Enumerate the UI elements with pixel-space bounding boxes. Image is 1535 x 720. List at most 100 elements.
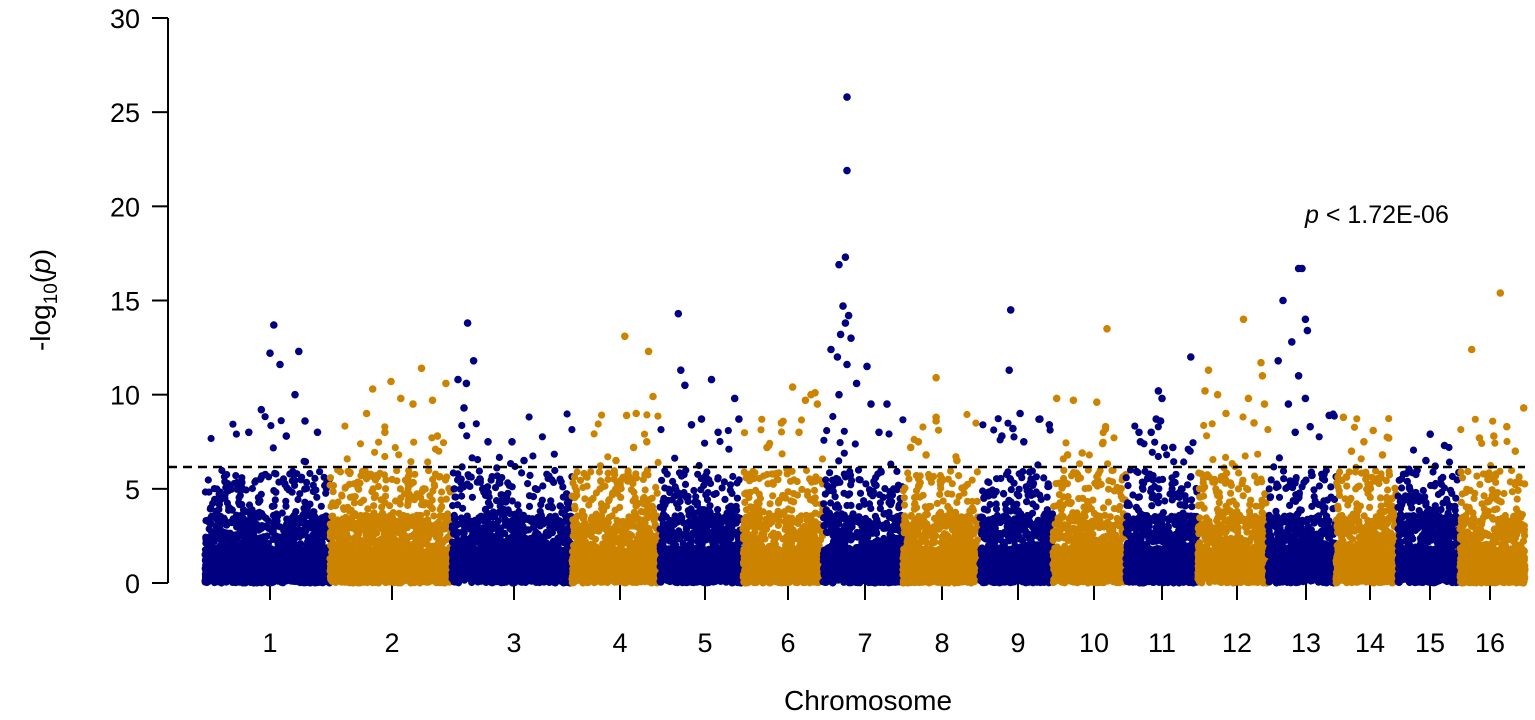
snp-point bbox=[341, 557, 349, 565]
snp-point bbox=[450, 485, 458, 493]
snp-peak-point bbox=[381, 428, 389, 437]
snp-point bbox=[311, 474, 319, 482]
snp-point bbox=[233, 544, 242, 552]
snp-point bbox=[293, 517, 301, 525]
snp-point bbox=[486, 501, 494, 509]
snp-point bbox=[341, 573, 349, 582]
snp-point bbox=[247, 527, 255, 535]
snp-point bbox=[271, 496, 279, 504]
snp-point bbox=[484, 483, 492, 491]
snp-point bbox=[395, 451, 403, 459]
snp-point bbox=[426, 561, 434, 569]
snp-point bbox=[247, 564, 256, 572]
x-tick-label: 13 bbox=[1291, 628, 1321, 658]
snp-point bbox=[343, 455, 351, 463]
snp-point bbox=[327, 565, 335, 573]
snp-point bbox=[381, 452, 389, 461]
x-tick-label: 14 bbox=[1355, 628, 1385, 658]
snp-point bbox=[369, 485, 377, 493]
snp-point bbox=[430, 481, 438, 489]
snp-point bbox=[210, 485, 218, 493]
snp-point bbox=[221, 478, 229, 486]
snp-point bbox=[546, 528, 554, 536]
snp-point bbox=[222, 484, 230, 492]
snp-point bbox=[501, 494, 509, 502]
snp-point bbox=[318, 553, 326, 561]
snp-point bbox=[371, 448, 379, 456]
snp-point bbox=[238, 474, 246, 482]
snp-point bbox=[370, 494, 378, 502]
snp-point bbox=[404, 545, 412, 553]
snp-point bbox=[213, 521, 222, 529]
y-tick-label: 5 bbox=[125, 475, 140, 505]
x-tick-label: 3 bbox=[506, 628, 521, 658]
snp-point bbox=[300, 531, 308, 539]
snp-point bbox=[472, 420, 480, 428]
snp-point bbox=[371, 577, 379, 585]
snp-point bbox=[417, 493, 425, 501]
snp-point bbox=[550, 450, 558, 458]
snp-point bbox=[229, 420, 237, 428]
snp-point bbox=[398, 533, 406, 541]
snp-point bbox=[232, 430, 240, 438]
snp-point bbox=[223, 499, 231, 507]
snp-point bbox=[551, 512, 559, 520]
snp-point bbox=[279, 579, 287, 587]
snp-point bbox=[439, 439, 448, 447]
snp-peak-point bbox=[295, 347, 303, 356]
y-tick-label: 0 bbox=[125, 569, 140, 599]
snp-point bbox=[329, 488, 337, 496]
snp-point bbox=[357, 499, 365, 507]
snp-point bbox=[379, 513, 387, 522]
snp-point bbox=[313, 493, 321, 501]
x-tick-label: 8 bbox=[934, 628, 949, 658]
snp-point bbox=[289, 531, 297, 539]
snp-point bbox=[331, 531, 339, 539]
snp-point bbox=[364, 512, 372, 520]
snp-point bbox=[265, 573, 273, 581]
snp-point bbox=[218, 571, 226, 580]
snp-point bbox=[306, 469, 314, 478]
x-tick-label: 4 bbox=[612, 628, 627, 658]
x-tick-label: 9 bbox=[1010, 628, 1025, 658]
snp-point bbox=[389, 514, 397, 522]
snp-point bbox=[223, 471, 231, 479]
snp-point bbox=[435, 473, 443, 481]
snp-point bbox=[358, 467, 366, 475]
snp-point bbox=[267, 545, 275, 553]
snp-point bbox=[431, 577, 439, 586]
x-axis-ticks: 1 2 3 4 5 6 7 8 9 10 11 12 13 14 15 16 bbox=[262, 583, 1505, 658]
snp-point bbox=[241, 526, 249, 534]
snp-point bbox=[498, 474, 506, 482]
snp-point bbox=[341, 422, 349, 430]
snp-point bbox=[437, 521, 446, 529]
snp-point bbox=[314, 515, 323, 523]
snp-point bbox=[424, 458, 432, 466]
snp-point bbox=[257, 525, 265, 533]
snp-point bbox=[426, 492, 434, 500]
snp-point bbox=[264, 552, 272, 560]
snp-point bbox=[231, 556, 239, 564]
snp-point bbox=[322, 489, 330, 497]
snp-point bbox=[391, 497, 400, 505]
snp-point bbox=[397, 522, 405, 530]
snp-point bbox=[218, 548, 226, 556]
snp-point bbox=[271, 469, 279, 477]
snp-point bbox=[475, 467, 483, 475]
snp-point bbox=[396, 485, 404, 493]
snp-point bbox=[421, 534, 429, 542]
snp-point bbox=[363, 556, 371, 564]
snp-point bbox=[355, 518, 363, 527]
snp-point bbox=[411, 569, 420, 577]
snp-point bbox=[301, 485, 309, 493]
snp-point bbox=[354, 484, 362, 492]
snp-point bbox=[404, 476, 412, 484]
chromosome-1-points bbox=[201, 321, 334, 587]
snp-point bbox=[346, 468, 354, 477]
snp-point bbox=[423, 509, 431, 517]
snp-point bbox=[374, 537, 382, 545]
snp-peak-point bbox=[257, 405, 266, 414]
snp-point bbox=[383, 577, 391, 585]
